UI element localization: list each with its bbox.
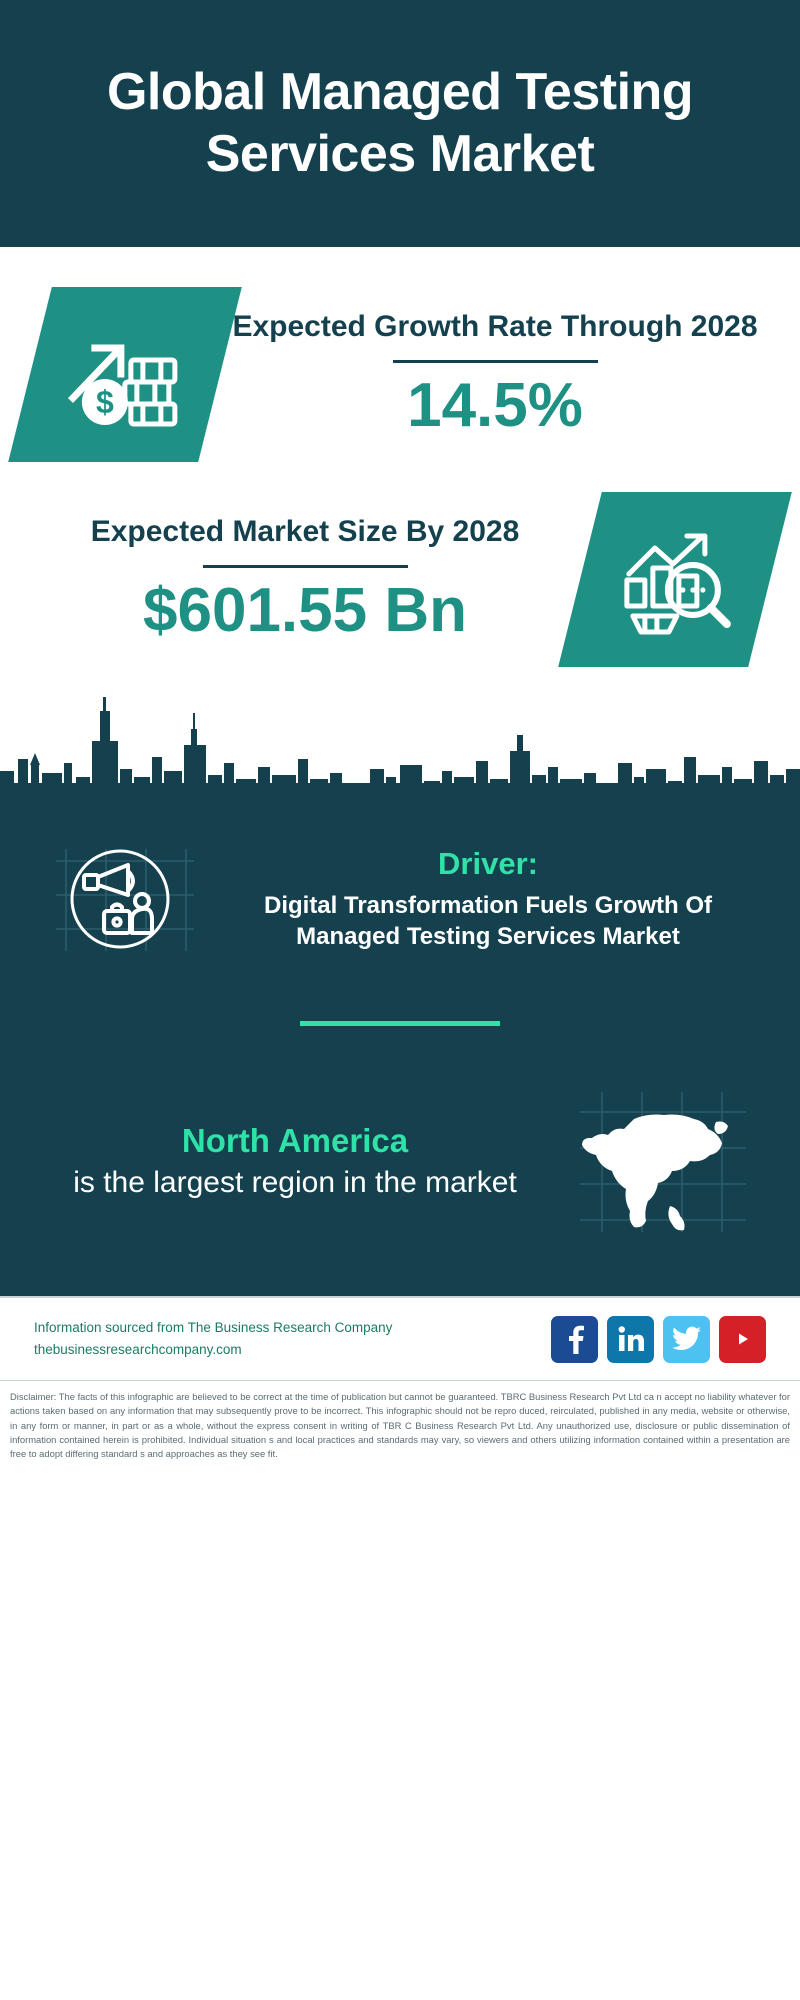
source-line-1: Information sourced from The Business Re… xyxy=(34,1319,393,1335)
divider xyxy=(202,565,408,569)
section-divider xyxy=(300,1021,500,1026)
north-america-map-icon xyxy=(579,1092,746,1232)
stat-market-size: Expected Market Size By 2028 $601.55 Bn xyxy=(0,472,800,677)
market-size-text-block: Expected Market Size By 2028 $601.55 Bn xyxy=(30,513,580,646)
divider xyxy=(392,360,598,364)
market-size-title: Expected Market Size By 2028 xyxy=(90,515,520,549)
region-icon-wrap xyxy=(556,1086,766,1236)
market-analysis-icon-tile xyxy=(558,492,792,667)
source-footer: Information sourced from The Business Re… xyxy=(0,1296,800,1381)
growth-money-icon: $ xyxy=(68,344,178,426)
largest-region-subtitle: is the largest region in the market xyxy=(73,1165,517,1199)
driver-icon-wrap xyxy=(36,839,206,959)
megaphone-marketing-icon xyxy=(56,849,194,951)
growth-rate-title: Expected Growth Rate Through 2028 xyxy=(232,310,758,344)
growth-rate-text-block: Expected Growth Rate Through 2028 14.5% xyxy=(220,308,770,441)
youtube-icon[interactable] xyxy=(719,1315,766,1363)
social-links xyxy=(551,1315,766,1363)
svg-text:$: $ xyxy=(96,384,114,420)
city-skyline-silhouette xyxy=(0,697,800,821)
region-text-block: North America is the largest region in t… xyxy=(34,1120,556,1202)
twitter-icon[interactable] xyxy=(663,1315,710,1363)
market-size-value: $601.55 Bn xyxy=(143,576,467,646)
dark-insight-section: Driver: Digital Transformation Fuels Gro… xyxy=(0,821,800,1296)
growth-money-icon-tile: $ xyxy=(8,287,242,462)
disclaimer-text: Disclaimer: The facts of this infographi… xyxy=(0,1381,800,1470)
driver-text-block: Driver: Digital Transformation Fuels Gro… xyxy=(206,846,764,952)
facebook-icon[interactable] xyxy=(551,1315,598,1363)
driver-block: Driver: Digital Transformation Fuels Gro… xyxy=(0,831,800,959)
growth-rate-value: 14.5% xyxy=(407,371,583,441)
driver-label: Driver: xyxy=(438,845,538,881)
market-analysis-icon xyxy=(624,533,731,634)
stat-growth-rate: $ Expected Growth Rate Through 2028 14.5… xyxy=(0,247,800,472)
largest-region-name: North America xyxy=(181,1121,409,1159)
source-text-block: Information sourced from The Business Re… xyxy=(34,1317,551,1362)
region-block: North America is the largest region in t… xyxy=(0,1086,800,1236)
driver-description: Digital Transformation Fuels Growth Of M… xyxy=(263,891,713,950)
header-banner: Global Managed Testing Services Market xyxy=(0,0,800,247)
source-website[interactable]: thebusinessresearchcompany.com xyxy=(34,1342,242,1357)
white-content-area: $ Expected Growth Rate Through 2028 14.5… xyxy=(0,247,800,821)
linkedin-icon[interactable] xyxy=(607,1315,654,1363)
page-title: Global Managed Testing Services Market xyxy=(106,63,694,183)
